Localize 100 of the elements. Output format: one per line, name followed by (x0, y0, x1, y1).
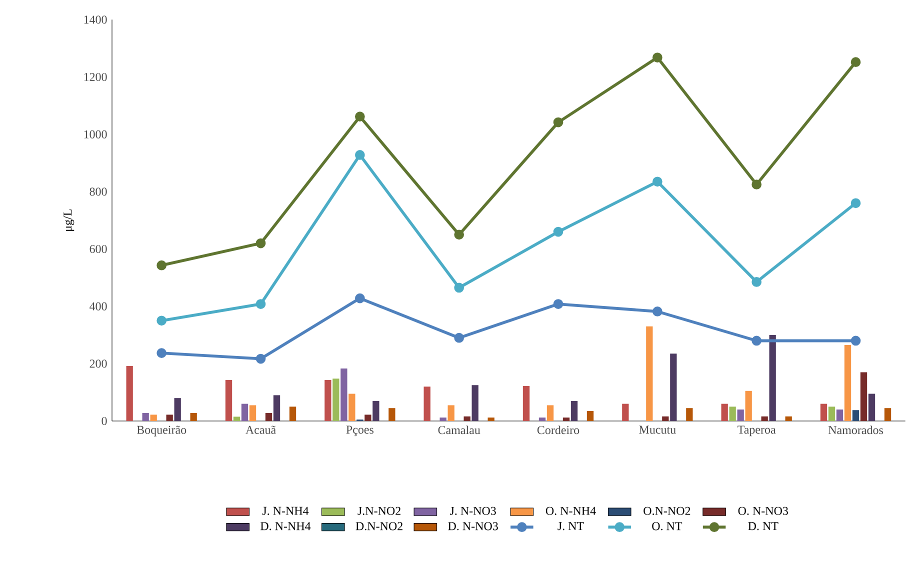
point (553, 226, 564, 237)
bar (522, 386, 530, 421)
legend-label: O. N-NH4 (546, 506, 596, 515)
bar (348, 394, 356, 421)
bar (249, 405, 256, 421)
bar (721, 404, 728, 421)
bar (241, 404, 248, 421)
point (454, 332, 464, 343)
legend-label: J. NT (558, 522, 584, 530)
legend-label: O. N-NO3 (738, 506, 788, 515)
x-tick-label: Cordeiro (537, 426, 580, 434)
bar (424, 386, 430, 421)
point (256, 354, 266, 364)
legend-label: J. N-NO3 (450, 506, 496, 515)
bar (686, 408, 693, 421)
bar (586, 410, 594, 421)
bar (174, 398, 181, 421)
point (652, 176, 662, 187)
bar (836, 410, 844, 421)
bar (364, 414, 372, 421)
point (156, 348, 167, 358)
point (156, 260, 167, 270)
bar (464, 416, 470, 421)
bar (562, 418, 570, 421)
bar (844, 345, 852, 421)
bar (440, 418, 446, 421)
bar (860, 372, 868, 421)
bar (488, 418, 494, 421)
point (156, 316, 167, 326)
legend-label: O.N-NO2 (644, 506, 690, 515)
point (752, 277, 762, 287)
bar (622, 404, 629, 421)
bar (538, 418, 546, 421)
point (752, 180, 762, 190)
x-tick-label: Pçoes (346, 426, 374, 436)
legend-label: D.N-NO2 (356, 522, 402, 530)
y-axis-title: μg/L (64, 210, 74, 231)
legend-label: J.N-NO2 (358, 506, 400, 515)
y-tick-label: 400 (90, 302, 107, 310)
bar (546, 405, 554, 421)
bar (225, 380, 232, 421)
legend-label: J. N-NH4 (262, 506, 309, 515)
point (850, 336, 861, 346)
point (354, 150, 365, 160)
bar (233, 416, 240, 421)
x-tick-label: Boqueirão (136, 426, 186, 436)
y-tick-label: 1200 (84, 72, 107, 82)
bar (761, 416, 768, 421)
x-tick-label: Namorados (828, 426, 883, 434)
y-tick-label: 1000 (84, 130, 107, 138)
bar (828, 406, 836, 421)
point (454, 230, 464, 240)
x-tick-label: Acauã (246, 426, 276, 434)
bar (662, 416, 669, 421)
bar (448, 405, 454, 421)
point (256, 299, 266, 309)
x-tick-label: Camalau (438, 426, 480, 434)
bar (884, 408, 892, 421)
bar (670, 354, 677, 421)
point (354, 293, 365, 304)
y-tick-label: 200 (90, 360, 107, 368)
point (850, 198, 861, 208)
y-tick-label: 800 (90, 188, 107, 196)
bar (126, 366, 133, 421)
point (652, 306, 662, 316)
bar (820, 404, 828, 421)
bar (142, 412, 149, 421)
y-tick-label: 1400 (84, 16, 107, 24)
y-tick-label: 0 (102, 416, 107, 426)
point (256, 238, 266, 248)
bar (190, 412, 197, 421)
point (354, 112, 365, 122)
bar (769, 335, 776, 421)
x-tick-label: Taperoa (738, 426, 776, 436)
bar (265, 412, 272, 421)
bar (166, 414, 173, 421)
bar (785, 416, 792, 421)
point (850, 57, 861, 68)
bar (150, 414, 157, 421)
bar (324, 380, 332, 421)
legend-label: D. NT (748, 522, 778, 530)
point (652, 52, 662, 62)
y-tick-label: 600 (90, 244, 107, 254)
bar (646, 326, 653, 421)
bar (289, 406, 296, 421)
bar (570, 400, 578, 421)
bar (737, 410, 744, 421)
bar (340, 368, 348, 421)
bar (332, 378, 340, 421)
point (553, 117, 564, 128)
bar (852, 410, 860, 421)
point (454, 282, 464, 293)
x-tick-label: Mucutu (639, 426, 676, 434)
bar (273, 395, 280, 421)
bar (472, 385, 478, 421)
legend-label: D. N-NO3 (448, 522, 498, 530)
bar (745, 390, 752, 421)
legend-label: O. NT (652, 522, 682, 530)
bar (388, 408, 396, 421)
bar (729, 406, 736, 421)
